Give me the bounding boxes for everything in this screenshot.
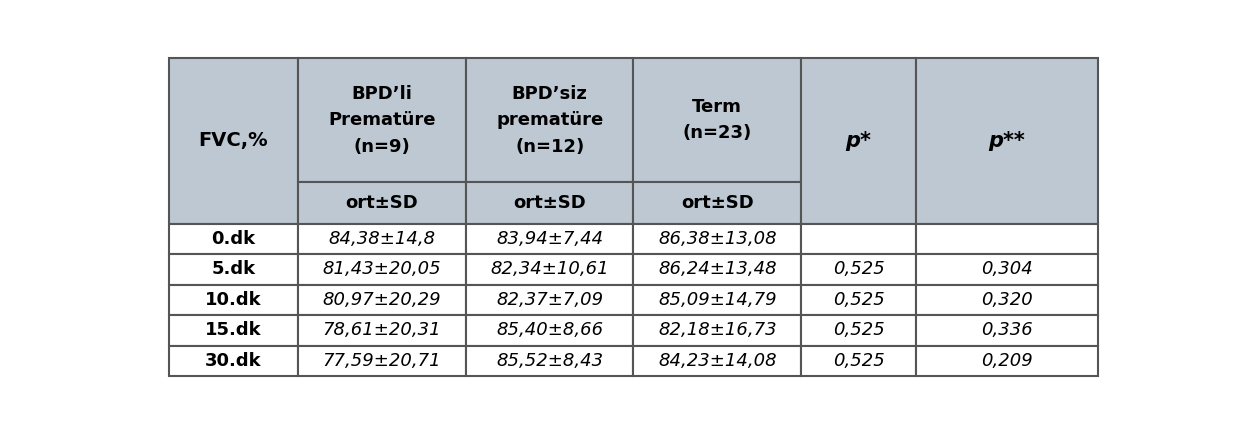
Bar	[916, 346, 1098, 376]
Bar	[466, 58, 634, 182]
Text: ort±SD: ort±SD	[513, 194, 586, 212]
Text: 80,97±20,29: 80,97±20,29	[323, 291, 441, 309]
Bar	[801, 224, 916, 254]
Bar	[634, 346, 801, 376]
Bar	[801, 58, 916, 224]
Text: 0.dk: 0.dk	[211, 230, 256, 248]
Bar	[298, 315, 466, 346]
Bar	[801, 254, 916, 285]
Text: 82,37±7,09: 82,37±7,09	[496, 291, 603, 309]
Bar	[634, 58, 801, 182]
Bar	[466, 254, 634, 285]
Text: 0,209: 0,209	[981, 352, 1033, 370]
Text: 5.dk: 5.dk	[211, 260, 256, 278]
Text: ort±SD: ort±SD	[346, 194, 418, 212]
Text: ort±SD: ort±SD	[681, 194, 754, 212]
Bar	[634, 285, 801, 315]
Bar	[916, 58, 1098, 224]
Text: 82,34±10,61: 82,34±10,61	[491, 260, 609, 278]
Bar	[466, 224, 634, 254]
Text: 84,23±14,08: 84,23±14,08	[658, 352, 776, 370]
Text: 81,43±20,05: 81,43±20,05	[323, 260, 441, 278]
Bar	[634, 254, 801, 285]
Bar	[916, 224, 1098, 254]
Text: 0,304: 0,304	[981, 260, 1033, 278]
Bar	[466, 285, 634, 315]
Text: 0,525: 0,525	[833, 352, 885, 370]
Bar	[298, 224, 466, 254]
Text: 30.dk: 30.dk	[205, 352, 262, 370]
Text: 15.dk: 15.dk	[205, 321, 262, 339]
Text: 85,40±8,66: 85,40±8,66	[496, 321, 603, 339]
Bar	[298, 58, 466, 182]
Text: 0,525: 0,525	[833, 321, 885, 339]
Text: 82,18±16,73: 82,18±16,73	[658, 321, 776, 339]
Bar	[169, 285, 298, 315]
Text: FVC,%: FVC,%	[199, 131, 268, 150]
Text: 85,09±14,79: 85,09±14,79	[658, 291, 776, 309]
Text: 10.dk: 10.dk	[205, 291, 262, 309]
Text: 85,52±8,43: 85,52±8,43	[496, 352, 603, 370]
Bar	[169, 346, 298, 376]
Bar	[916, 254, 1098, 285]
Bar	[169, 224, 298, 254]
Text: 77,59±20,71: 77,59±20,71	[323, 352, 441, 370]
Bar	[916, 315, 1098, 346]
Text: 0,320: 0,320	[981, 291, 1033, 309]
Bar	[634, 224, 801, 254]
Bar	[801, 315, 916, 346]
Bar	[466, 346, 634, 376]
Bar	[466, 315, 634, 346]
Bar	[801, 346, 916, 376]
Text: 0,336: 0,336	[981, 321, 1033, 339]
Bar	[298, 254, 466, 285]
Text: 78,61±20,31: 78,61±20,31	[323, 321, 441, 339]
Text: Term
(n=23): Term (n=23)	[682, 98, 751, 142]
Bar	[801, 285, 916, 315]
Text: 86,24±13,48: 86,24±13,48	[658, 260, 776, 278]
Bar	[169, 58, 298, 224]
Bar	[298, 346, 466, 376]
Bar	[169, 315, 298, 346]
Bar	[916, 285, 1098, 315]
Bar	[298, 182, 466, 224]
Bar	[466, 182, 634, 224]
Bar	[298, 285, 466, 315]
Text: 0,525: 0,525	[833, 291, 885, 309]
Text: p**: p**	[989, 131, 1026, 151]
Text: 0,525: 0,525	[833, 260, 885, 278]
Text: 86,38±13,08: 86,38±13,08	[658, 230, 776, 248]
Bar	[634, 315, 801, 346]
Text: 84,38±14,8: 84,38±14,8	[329, 230, 435, 248]
Text: p*: p*	[845, 131, 871, 151]
Text: 83,94±7,44: 83,94±7,44	[496, 230, 603, 248]
Bar	[634, 182, 801, 224]
Text: BPD’li
Prematüre
(n=9): BPD’li Prematüre (n=9)	[329, 85, 436, 156]
Bar	[169, 254, 298, 285]
Text: BPD’siz
prematüre
(n=12): BPD’siz prematüre (n=12)	[496, 85, 603, 156]
